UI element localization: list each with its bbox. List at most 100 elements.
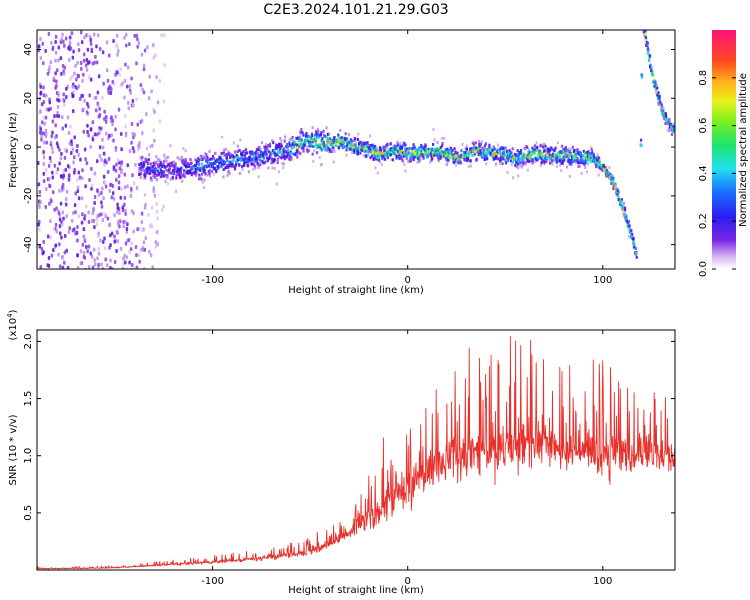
spectral-cell [147, 96, 151, 101]
spectral-cell [166, 156, 169, 160]
spectral-cell [156, 216, 159, 221]
spectral-cell [77, 196, 81, 201]
spectral-cell [160, 207, 164, 212]
spectral-cell [124, 133, 128, 138]
spectral-cell [548, 157, 551, 161]
spectral-cell [169, 144, 172, 148]
spectral-cell [328, 132, 331, 136]
spectral-cell [448, 151, 451, 155]
spectral-cell [475, 157, 478, 161]
spectral-cell [142, 90, 146, 95]
spectral-cell [511, 160, 514, 164]
spectral-cell [146, 45, 149, 50]
spectral-cell [113, 239, 116, 244]
spectral-cell [482, 150, 485, 154]
spectral-cell [124, 124, 127, 129]
spectral-cell [657, 102, 660, 106]
spectral-cell [107, 90, 111, 95]
spectral-cell [101, 50, 105, 55]
spectral-cell [124, 208, 127, 213]
spectral-cell [485, 162, 488, 166]
spectral-cell [453, 147, 456, 151]
spectral-cell [278, 150, 281, 154]
spectral-cell [647, 50, 650, 54]
spectral-cell [141, 87, 144, 92]
spectral-cell [102, 151, 106, 156]
spectral-cell [63, 147, 67, 152]
spectral-cell [56, 104, 60, 109]
spectral-cell [423, 145, 426, 149]
spectral-cell [218, 161, 221, 165]
spectral-cell [585, 151, 588, 155]
spectral-cell [459, 154, 463, 158]
spectral-cell [543, 148, 546, 152]
spectral-cell [565, 153, 568, 157]
spectral-cell [190, 167, 193, 171]
spectral-cell [242, 158, 245, 162]
spectral-cell [61, 32, 64, 37]
spectral-cell [313, 140, 316, 144]
spectral-cell [267, 166, 270, 170]
spectral-cell [610, 176, 614, 180]
spectral-cell [39, 56, 43, 61]
spectral-cell [64, 202, 68, 207]
spectral-cell [208, 149, 211, 153]
spectral-cell [197, 162, 200, 166]
spectral-cell [56, 110, 59, 115]
spectral-cell [471, 141, 474, 145]
spectral-cell [270, 161, 273, 165]
spectral-cell [76, 60, 79, 65]
spectral-cell [201, 172, 204, 176]
spectral-cell [556, 155, 559, 159]
spectral-cell [465, 144, 468, 148]
spectral-cell [178, 157, 181, 161]
spectral-cell [445, 158, 448, 162]
spectral-cell [233, 167, 237, 171]
spectral-cell [58, 188, 61, 193]
spectral-cell [463, 153, 466, 157]
spectral-cell [48, 155, 52, 160]
spectral-cell [431, 147, 434, 151]
spectral-cell [634, 246, 637, 250]
spectral-cell [232, 155, 235, 159]
spectral-cell [302, 133, 305, 137]
spectral-cell [143, 247, 147, 252]
spectral-cell [41, 41, 45, 46]
spectral-cell [61, 185, 64, 190]
spectral-cell [374, 166, 377, 170]
spectral-cell [112, 138, 115, 143]
spectral-cell [210, 162, 214, 166]
spectral-cell [54, 123, 57, 128]
spectral-cell [288, 158, 292, 162]
spectral-cell [305, 148, 309, 152]
spectral-cell [503, 153, 507, 157]
spectral-cell [546, 156, 549, 160]
spectral-cell [245, 151, 249, 155]
spectral-cell [399, 147, 402, 151]
spectral-cell [499, 150, 502, 154]
spectral-cell [266, 148, 269, 152]
spectral-cell [553, 148, 556, 152]
spectral-cell [432, 142, 435, 146]
spectral-cell [654, 80, 657, 84]
spectral-cell [137, 40, 141, 45]
spectral-cell [430, 154, 433, 158]
spectral-cell [49, 235, 52, 240]
spectral-cell [123, 78, 127, 83]
spectral-cell [128, 250, 131, 255]
spectral-cell [513, 152, 516, 156]
spectral-cell [369, 134, 372, 138]
spectral-cell [138, 172, 141, 176]
spectral-cell [209, 168, 212, 172]
spectral-cell [271, 157, 274, 161]
spectral-cell [58, 161, 61, 166]
spectral-cell [135, 61, 138, 66]
spectral-cell [483, 144, 487, 148]
spectral-cell [449, 146, 452, 150]
spectral-cell [148, 153, 151, 157]
spectral-cell [77, 170, 81, 175]
spectral-cell [343, 145, 346, 149]
spectral-cell [288, 137, 291, 141]
spectral-cell [329, 142, 332, 146]
spectral-cell [316, 129, 319, 133]
